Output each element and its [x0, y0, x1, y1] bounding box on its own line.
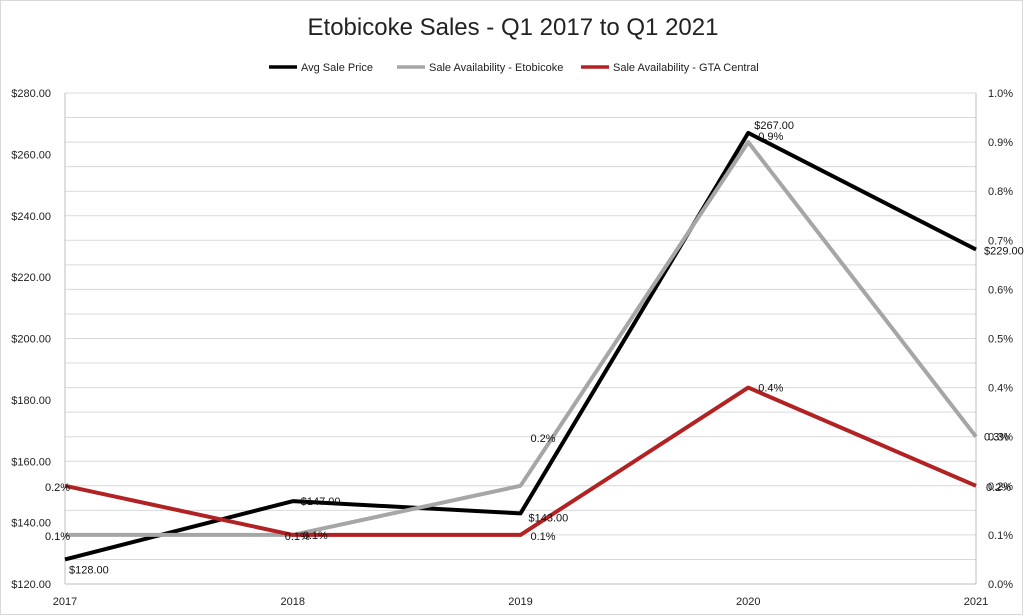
- x-tick-label: 2021: [964, 596, 988, 608]
- left-tick-label: $180.00: [11, 395, 51, 407]
- left-tick-label: $200.00: [11, 334, 51, 346]
- left-tick-label: $140.00: [11, 518, 51, 530]
- x-tick-label: 2017: [53, 596, 77, 608]
- data-label: 0.1%: [303, 530, 328, 542]
- x-tick-label: 2018: [281, 596, 305, 608]
- data-label: $147.00: [301, 496, 341, 508]
- left-tick-label: $220.00: [11, 272, 51, 284]
- right-tick-label: 0.5%: [988, 334, 1013, 346]
- data-label: 0.9%: [758, 131, 783, 143]
- left-tick-label: $120.00: [11, 579, 51, 591]
- x-tick-label: 2019: [508, 596, 532, 608]
- data-label: 0.1%: [285, 531, 310, 543]
- legend-label: Sale Availability - GTA Central: [613, 62, 759, 74]
- left-axis-ticks: $120.00 $140.00 $160.00 $180.00 $200.00 $220.…: [11, 88, 51, 591]
- data-label: 0.3%: [984, 432, 1009, 444]
- series-line: [65, 140, 978, 537]
- series-line: [64, 385, 977, 537]
- series-lines: [64, 130, 978, 562]
- chart-title: Etobicoke Sales - Q1 2017 to Q1 2021: [308, 14, 719, 41]
- x-tick-label: 2020: [736, 596, 760, 608]
- data-label: $128.00: [69, 564, 109, 576]
- left-tick-label: $260.00: [11, 149, 51, 161]
- right-tick-label: 0.9%: [988, 137, 1013, 149]
- right-tick-label: 0.8%: [988, 186, 1013, 198]
- left-tick-label: $160.00: [11, 456, 51, 468]
- data-label: 0.1%: [531, 531, 556, 543]
- right-tick-label: 0.6%: [988, 284, 1013, 296]
- right-tick-label: 1.0%: [988, 88, 1013, 100]
- data-label: 0.1%: [45, 531, 70, 543]
- right-tick-label: 0.4%: [988, 383, 1013, 395]
- data-label: $229.00: [984, 246, 1024, 258]
- right-tick-label: 0.7%: [988, 235, 1013, 247]
- data-label: 0.4%: [758, 383, 783, 395]
- data-label: $143.00: [529, 512, 569, 524]
- legend: Avg Sale Price Sale Availability - Etobic…: [269, 62, 759, 74]
- legend-label: Sale Availability - Etobicoke: [429, 62, 563, 74]
- data-label: 0.2%: [986, 482, 1011, 494]
- right-tick-label: 0.1%: [988, 530, 1013, 542]
- data-label: 0.2%: [531, 433, 556, 445]
- left-tick-label: $280.00: [11, 88, 51, 100]
- right-tick-label: 0.0%: [988, 579, 1013, 591]
- right-tick-label: 0.2%: [988, 481, 1013, 493]
- series-line: [64, 130, 977, 562]
- right-tick-label: 0.3%: [988, 432, 1013, 444]
- left-tick-label: $240.00: [11, 211, 51, 223]
- data-label: $267.00: [754, 120, 794, 132]
- data-labels: $128.00$147.00$143.00$267.00$229.000.1% 0…: [45, 120, 1024, 577]
- legend-label: Avg Sale Price: [301, 62, 373, 74]
- data-label: 0.2%: [45, 482, 70, 494]
- right-axis-ticks: 0.0% 0.1% 0.2% 0.3% 0.4% 0.5% 0.6% 0.7% 0.8% 0.9%…: [988, 88, 1013, 591]
- x-axis-ticks: 2017 2018 2019 2020 2021: [53, 596, 988, 608]
